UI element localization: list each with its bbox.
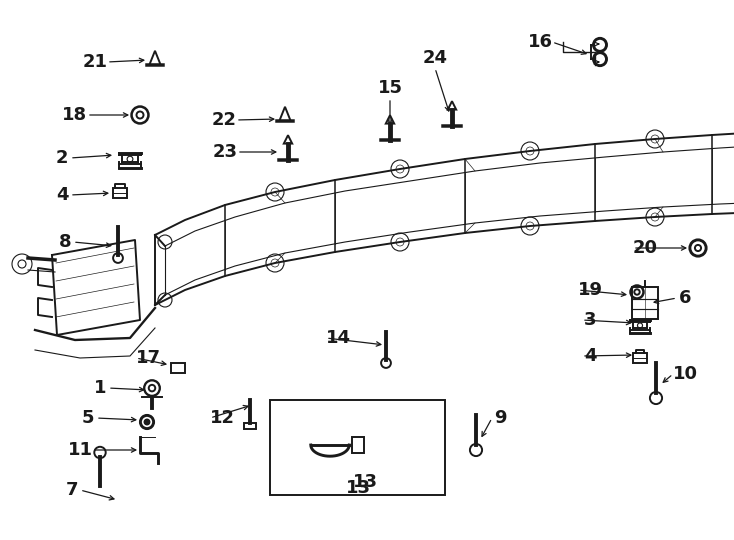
- Text: 2: 2: [56, 149, 68, 167]
- Bar: [633, 353, 647, 363]
- Bar: [113, 187, 127, 199]
- Text: 20: 20: [633, 239, 658, 257]
- Bar: [632, 287, 658, 319]
- Text: 24: 24: [423, 49, 448, 67]
- Text: 9: 9: [494, 409, 506, 427]
- Text: 18: 18: [62, 106, 87, 124]
- Text: 5: 5: [81, 409, 94, 427]
- Circle shape: [145, 419, 150, 425]
- Text: 16: 16: [528, 33, 553, 51]
- Text: 10: 10: [672, 365, 697, 383]
- Text: 19: 19: [578, 281, 603, 299]
- Text: 13: 13: [352, 473, 377, 491]
- Text: 15: 15: [377, 79, 402, 97]
- Text: 14: 14: [325, 329, 351, 347]
- Text: 4: 4: [584, 347, 596, 365]
- Text: 3: 3: [584, 311, 596, 329]
- Bar: [270, 400, 445, 495]
- Text: 13: 13: [346, 479, 371, 497]
- Bar: [171, 363, 185, 373]
- Text: 12: 12: [209, 409, 234, 427]
- Bar: [244, 423, 256, 429]
- Text: 21: 21: [82, 53, 107, 71]
- Text: 8: 8: [59, 233, 71, 251]
- Text: 1: 1: [94, 379, 106, 397]
- Text: 6: 6: [679, 289, 691, 307]
- Bar: [352, 437, 363, 453]
- Text: 11: 11: [68, 441, 92, 459]
- Text: 22: 22: [211, 111, 236, 129]
- Text: 7: 7: [66, 481, 79, 499]
- Text: 4: 4: [56, 186, 68, 204]
- Text: 17: 17: [136, 349, 161, 367]
- Text: 23: 23: [213, 143, 238, 161]
